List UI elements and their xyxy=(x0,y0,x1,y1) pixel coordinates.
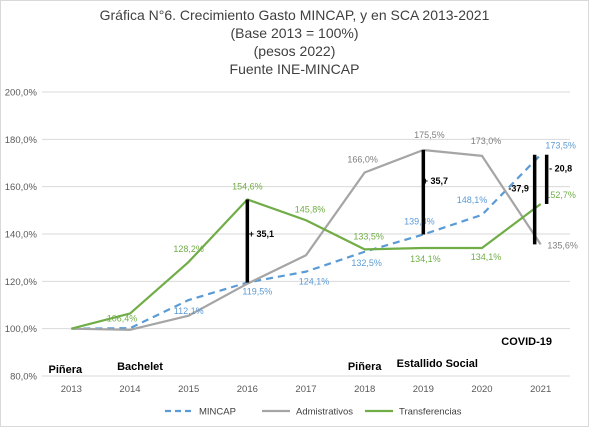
data-label-mincap: 112,1% xyxy=(174,306,204,316)
legend-label: Transferencias xyxy=(399,407,462,418)
data-label-mincap: 173,5% xyxy=(545,141,576,151)
y-tick-label: 140,0% xyxy=(5,230,38,241)
title-line-1: Gráfica N°6. Crecimiento Gasto MINCAP, y… xyxy=(99,7,490,23)
x-tick-label: 2019 xyxy=(413,384,434,395)
y-tick-label: 120,0% xyxy=(5,277,38,288)
data-label-transferencias: 106,4% xyxy=(107,314,138,324)
series-line-mincap xyxy=(71,153,542,330)
data-label-admistrativos: 166,0% xyxy=(347,154,378,164)
data-label-mincap: 139,8% xyxy=(404,216,435,226)
x-tick-label: 2021 xyxy=(530,384,551,395)
gap-label: -37,9 xyxy=(508,184,529,194)
data-label-transferencias: 145,8% xyxy=(295,204,326,214)
data-label-admistrativos: 135,6% xyxy=(547,240,578,250)
data-label-mincap: 148,1% xyxy=(457,195,488,205)
data-label-admistrativos: 173,0% xyxy=(471,136,502,146)
x-tick-label: 2015 xyxy=(178,384,199,395)
data-label-transferencias: 152,7% xyxy=(545,190,576,200)
data-label-mincap: 119,5% xyxy=(242,287,272,297)
data-label-transferencias: 133,5% xyxy=(353,231,384,241)
x-tick-label: 2018 xyxy=(354,384,375,395)
data-label-mincap: 132,5% xyxy=(351,258,382,268)
data-label-mincap: 124,1% xyxy=(299,277,330,287)
x-tick-label: 2017 xyxy=(295,384,316,395)
data-label-admistrativos: 175,5% xyxy=(414,130,445,140)
y-tick-label: 180,0% xyxy=(5,135,38,146)
gap-label: - 20,8 xyxy=(549,163,572,173)
series-line-admistrativos xyxy=(71,148,542,331)
chart-title: Gráfica N°6. Crecimiento Gasto MINCAP, y… xyxy=(0,6,589,78)
y-tick-label: 100,0% xyxy=(5,324,38,335)
data-label-transferencias: 128,2% xyxy=(173,244,204,254)
y-tick-label: 160,0% xyxy=(5,182,38,193)
series-line-transferencias xyxy=(71,198,542,330)
annotation: COVID-19 xyxy=(501,336,552,348)
x-tick-label: 2020 xyxy=(471,384,492,395)
gap-label: + 35,1 xyxy=(249,229,274,239)
title-line-4: Fuente INE-MINCAP xyxy=(229,61,360,77)
data-label-transferencias: 134,1% xyxy=(471,252,502,262)
data-label-transferencias: 154,6% xyxy=(232,181,263,191)
annotation: Piñera xyxy=(348,361,383,373)
annotation: Bachelet xyxy=(117,361,163,373)
legend-label: Admistrativos xyxy=(296,407,353,418)
x-tick-label: 2014 xyxy=(119,384,140,395)
y-tick-label: 200,0% xyxy=(5,88,38,99)
gap-label: + 35,7 xyxy=(423,176,448,186)
x-tick-label: 2013 xyxy=(61,384,82,395)
annotation: Piñera xyxy=(49,364,84,376)
x-tick-label: 2016 xyxy=(237,384,258,395)
y-tick-label: 80,0% xyxy=(10,372,37,383)
title-line-3: (pesos 2022) xyxy=(253,43,336,59)
data-label-transferencias: 134,1% xyxy=(410,254,441,264)
legend-label: MINCAP xyxy=(199,407,236,418)
annotation: Estallido Social xyxy=(397,358,478,370)
title-line-2: (Base 2013 = 100%) xyxy=(230,25,359,41)
